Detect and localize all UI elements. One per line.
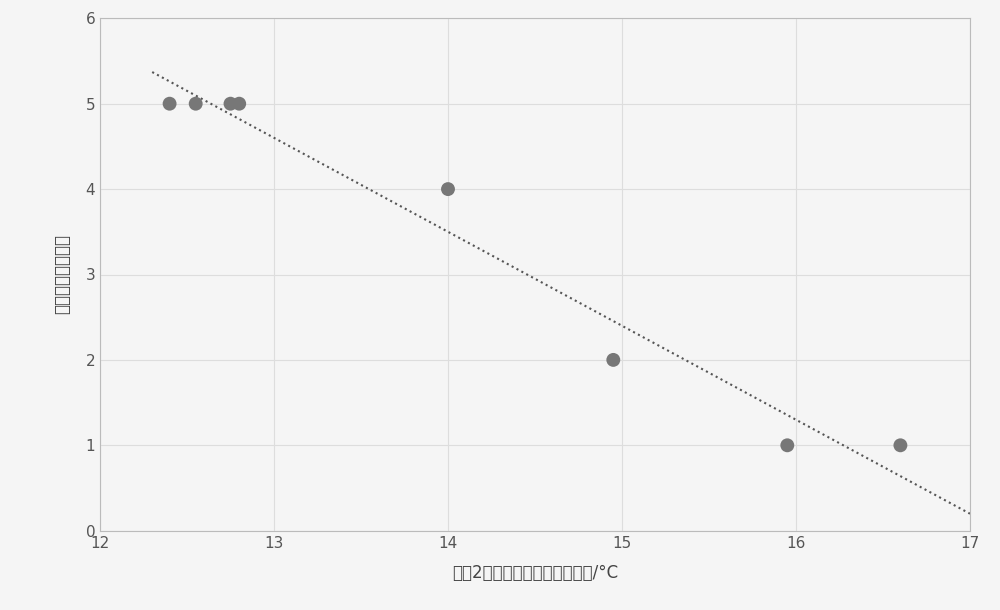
Point bbox=[188, 99, 204, 109]
Point bbox=[605, 355, 621, 365]
X-axis label: 当年2月的每日平均温度的平均/°C: 当年2月的每日平均温度的平均/°C bbox=[452, 564, 618, 583]
Point bbox=[222, 99, 238, 109]
Point bbox=[162, 99, 178, 109]
Point bbox=[892, 440, 908, 450]
Point bbox=[440, 184, 456, 194]
Point bbox=[779, 440, 795, 450]
Y-axis label: 产量大小年型等级: 产量大小年型等级 bbox=[54, 234, 72, 315]
Point bbox=[231, 99, 247, 109]
